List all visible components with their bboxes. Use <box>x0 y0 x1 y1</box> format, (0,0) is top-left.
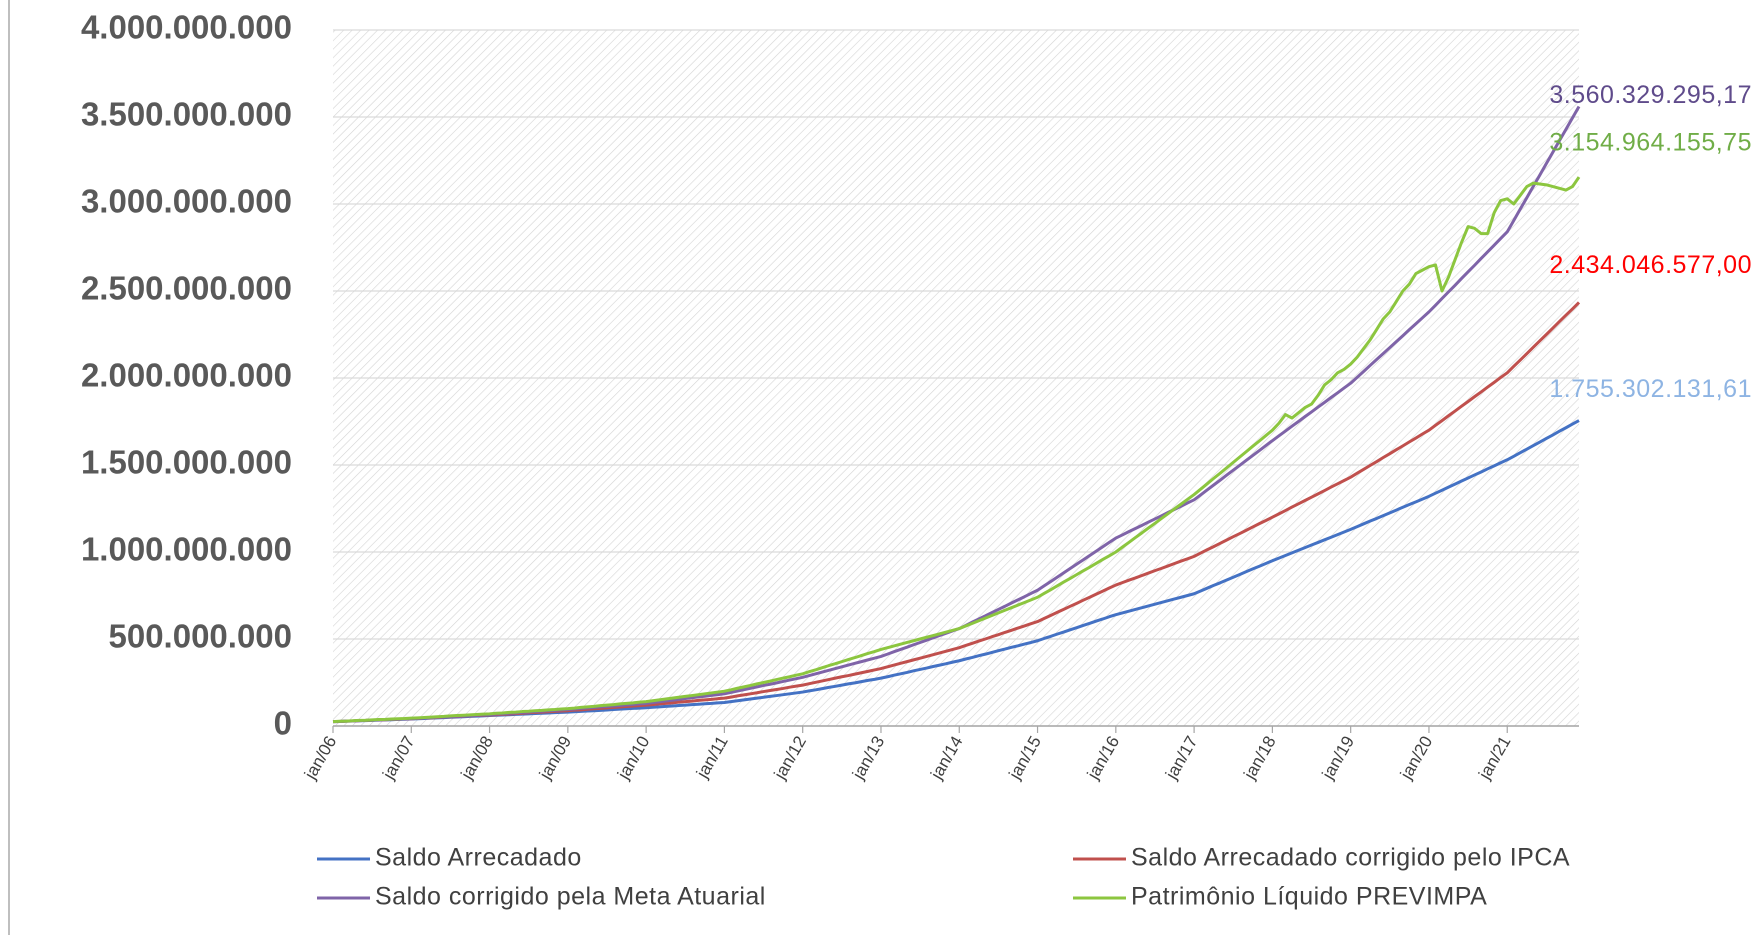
x-tick-label: jan/11 <box>692 733 731 782</box>
legend-label: Saldo corrigido pela Meta Atuarial <box>375 883 766 911</box>
y-tick-label: 1.000.000.000 <box>81 531 292 568</box>
y-tick-label: 2.000.000.000 <box>81 357 292 394</box>
x-tick-label: jan/07 <box>379 733 419 783</box>
x-tick-label: jan/06 <box>300 733 340 783</box>
x-tick-label: jan/10 <box>613 733 653 783</box>
x-tick-label: jan/13 <box>848 733 888 783</box>
legend-label: Saldo Arrecadado corrigido pelo IPCA <box>1131 844 1570 872</box>
x-tick-label: jan/17 <box>1161 733 1201 783</box>
y-tick-label: 4.000.000.000 <box>81 9 292 46</box>
x-tick-label: jan/21 <box>1474 733 1514 783</box>
x-tick-label: jan/16 <box>1083 733 1123 783</box>
x-tick-label: jan/14 <box>926 733 966 783</box>
value-label: 1.755.302.131,61 <box>1549 375 1752 403</box>
series-line <box>332 176 1581 724</box>
value-label: 2.434.046.577,00 <box>1549 251 1752 279</box>
x-tick-label: jan/18 <box>1240 733 1280 783</box>
y-tick-label: 3.000.000.000 <box>81 183 292 220</box>
x-tick-label: jan/15 <box>1005 733 1045 783</box>
value-label: 3.154.964.155,75 <box>1549 129 1752 157</box>
x-tick-label: jan/12 <box>770 733 810 783</box>
x-tick-label: jan/19 <box>1318 733 1358 783</box>
y-tick-label: 2.500.000.000 <box>81 270 292 307</box>
legend-label: Patrimônio Líquido PREVIMPA <box>1131 883 1487 911</box>
x-tick-label: jan/09 <box>535 733 575 783</box>
x-tick-label: jan/08 <box>457 733 497 783</box>
x-tick-label: jan/20 <box>1396 733 1436 783</box>
y-tick-label: 3.500.000.000 <box>81 96 292 133</box>
y-tick-label: 1.500.000.000 <box>81 444 292 481</box>
y-tick-label: 500.000.000 <box>108 618 292 655</box>
y-tick-label: 0 <box>274 705 292 742</box>
legend-label: Saldo Arrecadado <box>375 844 582 872</box>
value-label: 3.560.329.295,17 <box>1549 81 1752 109</box>
